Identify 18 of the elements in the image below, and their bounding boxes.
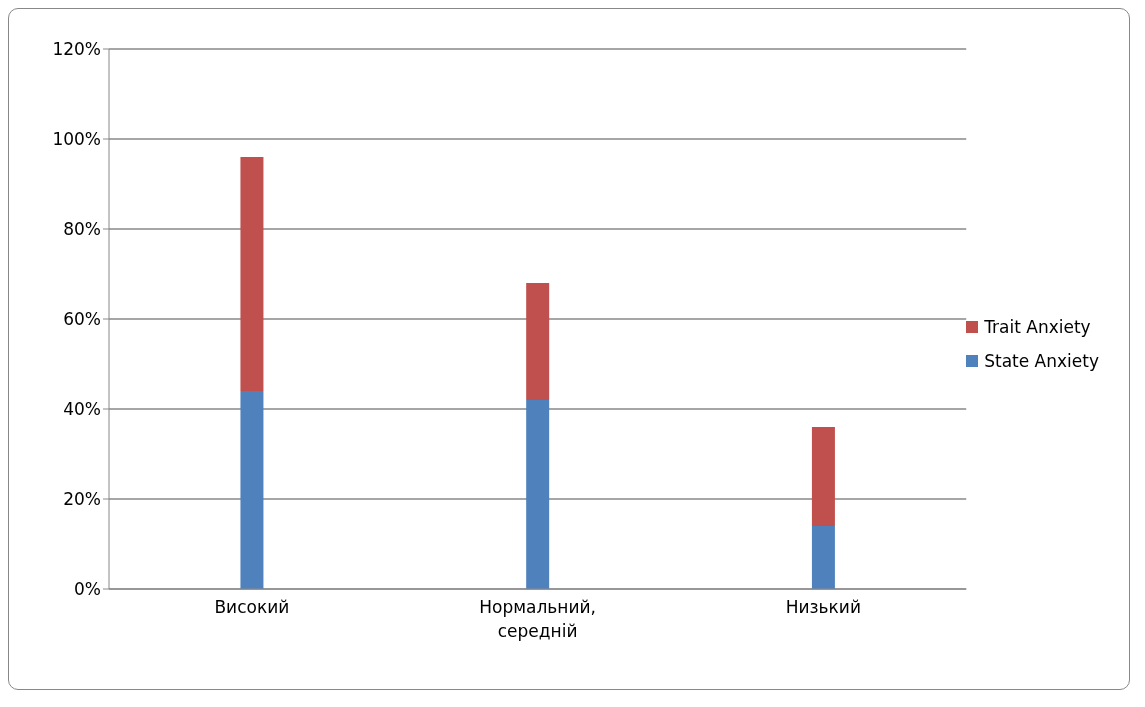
x-tick-label: Високий — [214, 597, 290, 617]
legend-label: Trait Anxiety — [984, 317, 1091, 337]
x-tick-label: Нормальний, середній — [479, 597, 596, 641]
x-tick-label: Низький — [785, 597, 861, 617]
y-tick-label: 100% — [52, 129, 101, 150]
bar — [240, 391, 264, 589]
y-tick-label: 80% — [63, 219, 101, 240]
y-tick-label: 0% — [74, 579, 101, 600]
y-tick-label: 40% — [63, 399, 101, 420]
bar — [811, 427, 835, 526]
legend-label: State Anxiety — [984, 351, 1099, 371]
y-tick-label: 60% — [63, 309, 101, 330]
y-tick-label: 20% — [63, 489, 101, 510]
bar — [526, 283, 550, 400]
bar — [240, 157, 264, 391]
y-tick-label: 120% — [52, 39, 101, 60]
bar — [526, 400, 550, 589]
bar — [811, 526, 835, 589]
